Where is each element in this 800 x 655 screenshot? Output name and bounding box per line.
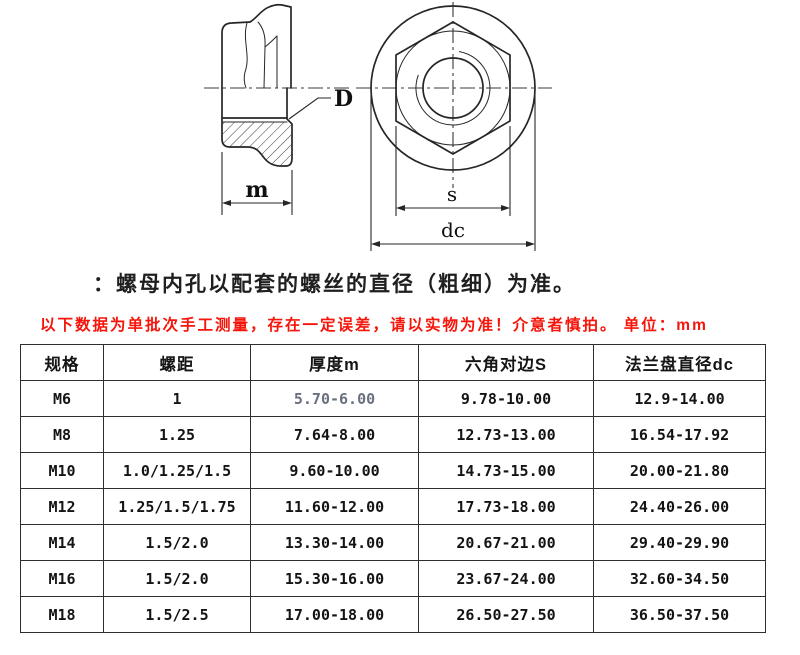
- section-hatch: [222, 122, 292, 166]
- measurement-notice: 以下数据为单批次手工测量，存在一定误差，请以实物为准！介意者慎拍。 单位：mm: [40, 317, 708, 334]
- front-view: s dc: [356, 2, 552, 251]
- column-header: 法兰盘直径dc: [593, 344, 766, 381]
- value-cell: 12.9-14.00: [593, 380, 766, 417]
- spec-cell: M6: [20, 380, 104, 417]
- spec-cell: M12: [20, 488, 104, 525]
- value-cell: 5.70-6.00: [250, 380, 419, 417]
- value-cell: 17.73-18.00: [418, 488, 594, 525]
- dim-label-bore-D: D: [334, 86, 353, 112]
- value-cell: 13.30-14.00: [250, 524, 419, 561]
- table-row: M8 1.25 7.64-8.00 12.73-13.00 16.54-17.92: [20, 416, 766, 453]
- spec-table: 规格 螺距 厚度m 六角对边S 法兰盘直径dc M6 1 5.70-6.00 9.78-10.…: [20, 344, 766, 633]
- side-section-view: D m: [204, 3, 353, 215]
- value-cell: 26.50-27.50: [418, 596, 594, 633]
- value-cell: 29.40-29.90: [593, 524, 766, 561]
- flange-circle: [370, 5, 536, 171]
- value-cell: 17.00-18.00: [250, 596, 419, 633]
- value-cell: 1.5/2.0: [103, 560, 251, 597]
- value-cell: 12.73-13.00: [418, 416, 594, 453]
- spec-cell: M10: [20, 452, 104, 489]
- bore-circle: [422, 57, 484, 119]
- spec-cell: M18: [20, 596, 104, 633]
- chamfer-circle: [395, 30, 511, 146]
- column-header: 厚度m: [250, 344, 419, 381]
- leader-line-D: [288, 97, 331, 120]
- dim-label-thickness-m: m: [245, 177, 268, 203]
- spec-cell: M8: [20, 416, 104, 453]
- value-cell: 20.00-21.80: [593, 452, 766, 489]
- table-row: M12 1.25/1.5/1.75 11.60-12.00 17.73-18.00 24…: [20, 488, 766, 525]
- table-row: M16 1.5/2.0 15.30-16.00 23.67-24.00 32.60-34…: [20, 560, 766, 597]
- value-cell: 9.78-10.00: [418, 380, 594, 417]
- column-header: 六角对边S: [418, 344, 594, 381]
- dim-label-flange-diameter-dc: dc: [441, 218, 465, 242]
- thread-arc: [415, 51, 491, 126]
- table-row: M6 1 5.70-6.00 9.78-10.00 12.9-14.00: [20, 380, 766, 417]
- value-cell: 7.64-8.00: [250, 416, 419, 453]
- spec-cell: M14: [20, 524, 104, 561]
- value-cell: 1: [103, 380, 251, 417]
- value-cell: 24.40-26.00: [593, 488, 766, 525]
- value-cell: 14.73-15.00: [418, 452, 594, 489]
- value-cell: 36.50-37.50: [593, 596, 766, 633]
- value-cell: 1.25: [103, 416, 251, 453]
- spec-cell: M16: [20, 560, 104, 597]
- table-row: M10 1.0/1.25/1.5 9.60-10.00 14.73-15.00 20.0…: [20, 452, 766, 489]
- value-cell: 1.0/1.25/1.5: [103, 452, 251, 489]
- dim-label-across-flats-s: s: [447, 182, 457, 206]
- column-header: 规格: [20, 344, 104, 381]
- value-cell: 20.67-21.00: [418, 524, 594, 561]
- column-header: 螺距: [103, 344, 251, 381]
- spec-table-body: M6 1 5.70-6.00 9.78-10.00 12.9-14.00 M8 1.25 7.…: [20, 380, 766, 633]
- hexagon: [395, 21, 511, 155]
- caption-text: ：螺母内孔以配套的螺丝的直径（粗细）为准。: [93, 273, 576, 296]
- value-cell: 15.30-16.00: [250, 560, 419, 597]
- table-row: M14 1.5/2.0 13.30-14.00 20.67-21.00 29.40-29…: [20, 524, 766, 561]
- spec-table-grid: 规格 螺距 厚度m 六角对边S 法兰盘直径dc M6 1 5.70-6.00 9.78-10.…: [20, 344, 766, 633]
- value-cell: 1.5/2.0: [103, 524, 251, 561]
- value-cell: 11.60-12.00: [250, 488, 419, 525]
- value-cell: 16.54-17.92: [593, 416, 766, 453]
- value-cell: 1.5/2.5: [103, 596, 251, 633]
- flange-nut-technical-drawing: D m: [204, 2, 552, 251]
- table-header-row: 规格 螺距 厚度m 六角对边S 法兰盘直径dc: [20, 344, 766, 381]
- value-cell: 23.67-24.00: [418, 560, 594, 597]
- table-row: M18 1.5/2.5 17.00-18.00 26.50-27.50 36.50-37…: [20, 596, 766, 633]
- value-cell: 1.25/1.5/1.75: [103, 488, 251, 525]
- value-cell: 9.60-10.00: [250, 452, 419, 489]
- value-cell: 32.60-34.50: [593, 560, 766, 597]
